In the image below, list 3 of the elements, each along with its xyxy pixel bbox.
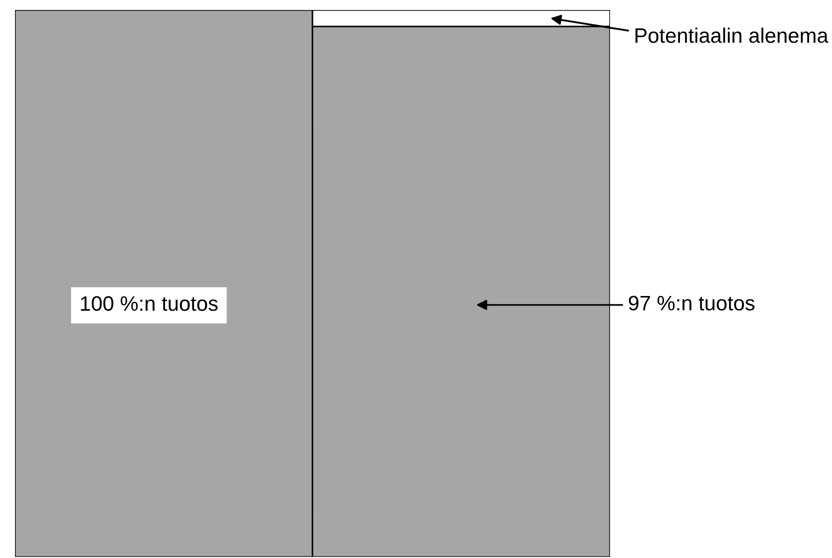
data-label: Potentiaalin alenema bbox=[636, 28, 828, 43]
data-label: 100 %:n tuotos bbox=[80, 296, 218, 311]
data-label: 97 %:n tuotos bbox=[628, 296, 754, 310]
